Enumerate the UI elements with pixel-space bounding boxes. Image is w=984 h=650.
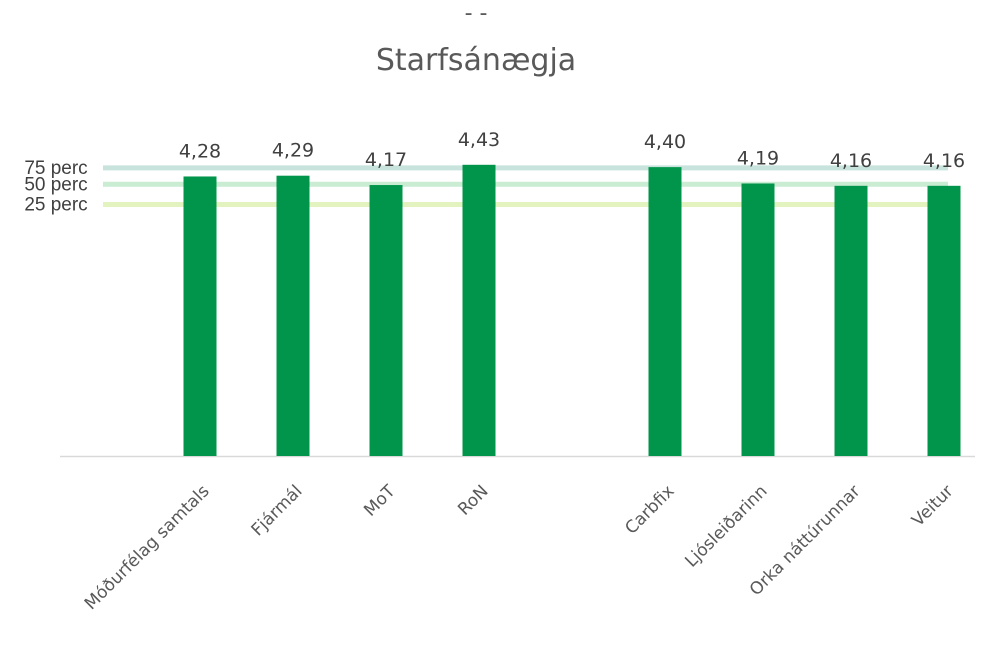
bar xyxy=(183,176,217,457)
category-label: Ljósleiðarinn xyxy=(681,481,771,571)
data-label: 4,17 xyxy=(365,149,407,171)
category-label: Fjármál xyxy=(248,481,307,540)
category-label: MoT xyxy=(360,481,400,521)
bar xyxy=(276,175,310,457)
bar xyxy=(741,183,775,457)
chart-top-mark: - - xyxy=(465,1,488,26)
bars xyxy=(183,164,961,457)
reference-line-label: 25 perc xyxy=(24,195,87,216)
category-label: Carbfix xyxy=(621,481,678,538)
data-label: 4,16 xyxy=(923,150,965,172)
bar xyxy=(834,185,868,457)
reference-line-label: 50 perc xyxy=(24,174,87,195)
data-label: 4,16 xyxy=(830,150,872,172)
data-label: 4,40 xyxy=(644,131,686,153)
bar xyxy=(648,167,682,457)
category-labels: Móðurfélag samtals Fjármál MoT RoN Carbfix Lj… xyxy=(81,481,958,614)
category-label: RoN xyxy=(454,481,492,519)
chart-title: Starfsánægja xyxy=(376,43,576,78)
bar xyxy=(369,185,403,457)
reference-line-label: 75 perc xyxy=(24,158,87,179)
value-labels: 4,28 4,29 4,17 4,43 4,40 4,19 4,16 4,16 xyxy=(179,129,965,172)
data-label: 4,19 xyxy=(737,147,779,169)
bar xyxy=(462,164,496,457)
data-label: 4,28 xyxy=(179,140,221,162)
category-label: Móðurfélag samtals xyxy=(81,481,214,614)
data-label: 4,43 xyxy=(458,129,500,151)
bar xyxy=(927,185,961,457)
category-label: Veitur xyxy=(908,481,957,530)
data-label: 4,29 xyxy=(272,140,314,162)
